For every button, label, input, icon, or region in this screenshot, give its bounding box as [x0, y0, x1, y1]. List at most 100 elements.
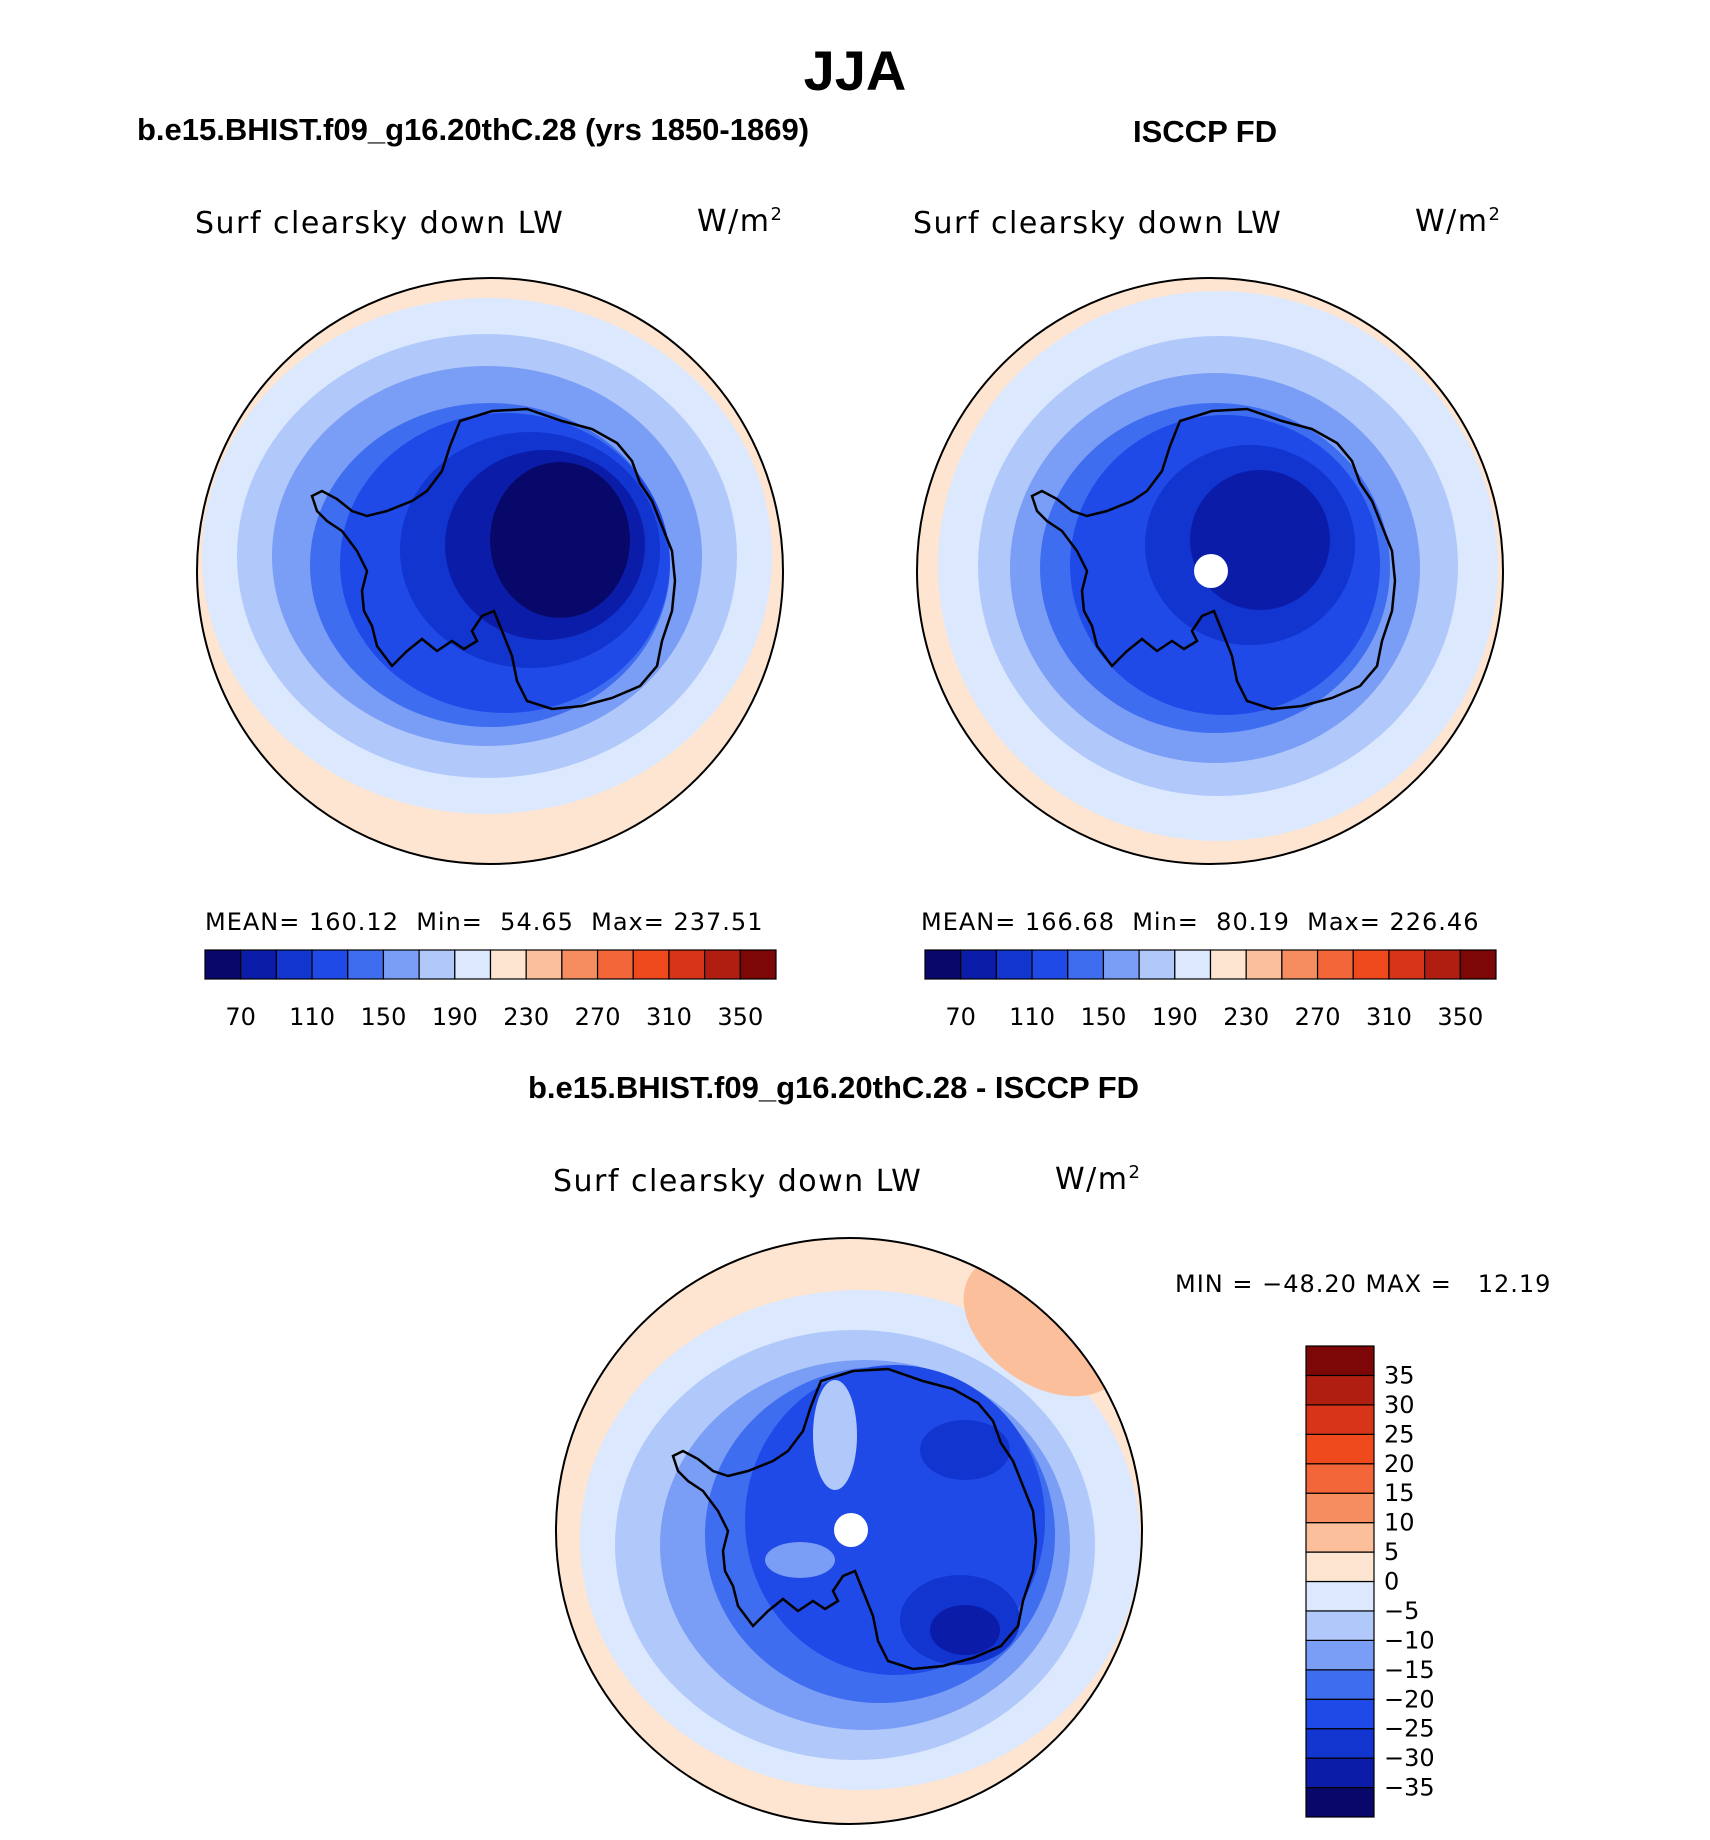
obs-units: W/m2 [1415, 204, 1501, 239]
model-colorbar-swatch [311, 949, 349, 980]
diff-colorbar-tick-label: 30 [1384, 1391, 1415, 1419]
diff-colorbar-tick-label: −5 [1384, 1597, 1419, 1625]
diff-units-exp: 2 [1128, 1162, 1142, 1183]
obs-colorbar-tick-label: 310 [1366, 1003, 1412, 1031]
diff-colorbar-tick-label: −30 [1384, 1744, 1435, 1772]
obs-map-border [916, 277, 1504, 865]
obs-colorbar: 70 110 150 190 230 270 310 350 [924, 949, 1497, 1031]
model-colorbar-tick-label: 150 [361, 1003, 407, 1031]
obs-colorbar-tick-label: 190 [1152, 1003, 1198, 1031]
obs-colorbar-swatch [1209, 949, 1247, 980]
diff-colorbar-tick-label: 20 [1384, 1450, 1415, 1478]
obs-map [917, 278, 1503, 864]
diff-colorbar-swatch [1305, 1404, 1375, 1435]
diff-colorbar-swatch [1305, 1757, 1375, 1789]
model-colorbar-swatch [561, 949, 599, 980]
model-colorbar-swatch [418, 949, 456, 980]
obs-colorbar-swatch [1138, 949, 1176, 980]
diff-colorbar-tick-label: −15 [1384, 1656, 1435, 1684]
diff-colorbar-tick-label: 10 [1384, 1509, 1415, 1537]
model-colorbar-swatch [596, 949, 634, 980]
obs-colorbar-tick-label: 230 [1223, 1003, 1269, 1031]
model-colorbar-swatch [739, 949, 777, 980]
season-title: JJA [803, 39, 907, 102]
diff-colorbar-tick-label: 25 [1384, 1420, 1415, 1448]
model-colorbar-tick-label: 270 [575, 1003, 621, 1031]
obs-colorbar-swatch [1316, 949, 1354, 980]
obs-colorbar-swatch [1245, 949, 1283, 980]
obs-colorbar-swatch [1174, 949, 1212, 980]
model-colorbar-swatch [668, 949, 706, 980]
obs-units-base: W/m [1415, 204, 1489, 239]
model-colorbar-tick-label: 230 [503, 1003, 549, 1031]
diff-map-border [555, 1237, 1143, 1825]
diff-colorbar-swatch [1305, 1639, 1375, 1671]
diff-panel-title: b.e15.BHIST.f09_g16.20thC.28 - ISCCP FD [528, 1070, 1140, 1105]
diff-colorbar-tick-label: 15 [1384, 1479, 1415, 1507]
model-colorbar-swatch [382, 949, 420, 980]
obs-field-label: Surf clearsky down LW [913, 206, 1283, 241]
diff-colorbar-swatch [1305, 1345, 1375, 1377]
diff-colorbar-swatch [1305, 1669, 1375, 1700]
diff-colorbar-swatch [1305, 1374, 1375, 1406]
model-colorbar-tick-label: 350 [717, 1003, 763, 1031]
model-colorbar-swatch [240, 949, 277, 980]
diff-map [556, 1238, 1142, 1824]
obs-colorbar-tick-label: 350 [1437, 1003, 1483, 1031]
diff-colorbar-swatch [1305, 1463, 1375, 1494]
diff-colorbar-swatch [1305, 1580, 1375, 1612]
obs-colorbar-swatch [1424, 949, 1461, 980]
diff-colorbar-tick-label: 5 [1384, 1538, 1399, 1566]
model-colorbar-swatch [454, 949, 492, 980]
obs-stats: MEAN= 166.68 Min= 80.19 Max= 226.46 [921, 908, 1480, 936]
model-colorbar-swatch [275, 949, 313, 980]
model-map-border [196, 277, 784, 865]
diff-colorbar-tick-label: −25 [1384, 1715, 1435, 1743]
diff-colorbar-swatch [1305, 1698, 1375, 1730]
diff-colorbar-swatch [1305, 1728, 1375, 1759]
obs-colorbar-swatch [924, 949, 962, 980]
diff-stats: MIN = −48.20 MAX = 12.19 [1175, 1270, 1552, 1298]
diff-colorbar-tick-label: −10 [1384, 1626, 1435, 1654]
obs-colorbar-tick-label: 70 [945, 1003, 976, 1031]
model-colorbar-swatch [525, 949, 563, 980]
obs-colorbar-tick-label: 270 [1295, 1003, 1341, 1031]
model-colorbar-swatch [347, 949, 385, 980]
model-colorbar-swatch [632, 949, 670, 980]
obs-colorbar-swatch [960, 949, 997, 980]
obs-colorbar-tick-label: 150 [1081, 1003, 1127, 1031]
obs-colorbar-swatch [1067, 949, 1105, 980]
diff-units-base: W/m [1055, 1162, 1129, 1197]
obs-colorbar-swatch [995, 949, 1033, 980]
model-stats: MEAN= 160.12 Min= 54.65 Max= 237.51 [205, 908, 764, 936]
model-units-base: W/m [697, 204, 771, 239]
obs-colorbar-swatch [1281, 949, 1319, 980]
diff-colorbar-tick-label: −20 [1384, 1685, 1435, 1713]
diff-colorbar-swatch [1305, 1551, 1375, 1583]
obs-colorbar-swatch [1031, 949, 1069, 980]
obs-colorbar-swatch [1388, 949, 1426, 980]
diff-colorbar-swatch [1305, 1433, 1375, 1465]
model-map [197, 278, 783, 864]
model-units-exp: 2 [770, 204, 784, 225]
obs-panel-title: ISCCP FD [1133, 114, 1278, 149]
obs-colorbar-tick-label: 110 [1009, 1003, 1055, 1031]
diff-colorbar-tick-label: 35 [1384, 1361, 1415, 1389]
diff-colorbar-swatch [1305, 1610, 1375, 1641]
diff-colorbar-swatch [1305, 1522, 1375, 1553]
obs-colorbar-swatch [1352, 949, 1390, 980]
diff-units: W/m2 [1055, 1162, 1141, 1197]
model-field-label: Surf clearsky down LW [195, 206, 565, 241]
model-colorbar-tick-label: 110 [289, 1003, 335, 1031]
model-colorbar-swatch [204, 949, 242, 980]
diff-colorbar-swatch [1305, 1492, 1375, 1524]
diff-field-label: Surf clearsky down LW [553, 1164, 923, 1199]
model-colorbar-swatch [489, 949, 527, 980]
model-colorbar: 70 110 150 190 230 270 310 350 [204, 949, 777, 1031]
obs-colorbar-swatch [1459, 949, 1497, 980]
model-colorbar-tick-label: 70 [225, 1003, 256, 1031]
diff-colorbar-tick-label: −35 [1384, 1774, 1435, 1802]
diff-colorbar-tick-label: 0 [1384, 1568, 1399, 1596]
model-units: W/m2 [697, 204, 783, 239]
